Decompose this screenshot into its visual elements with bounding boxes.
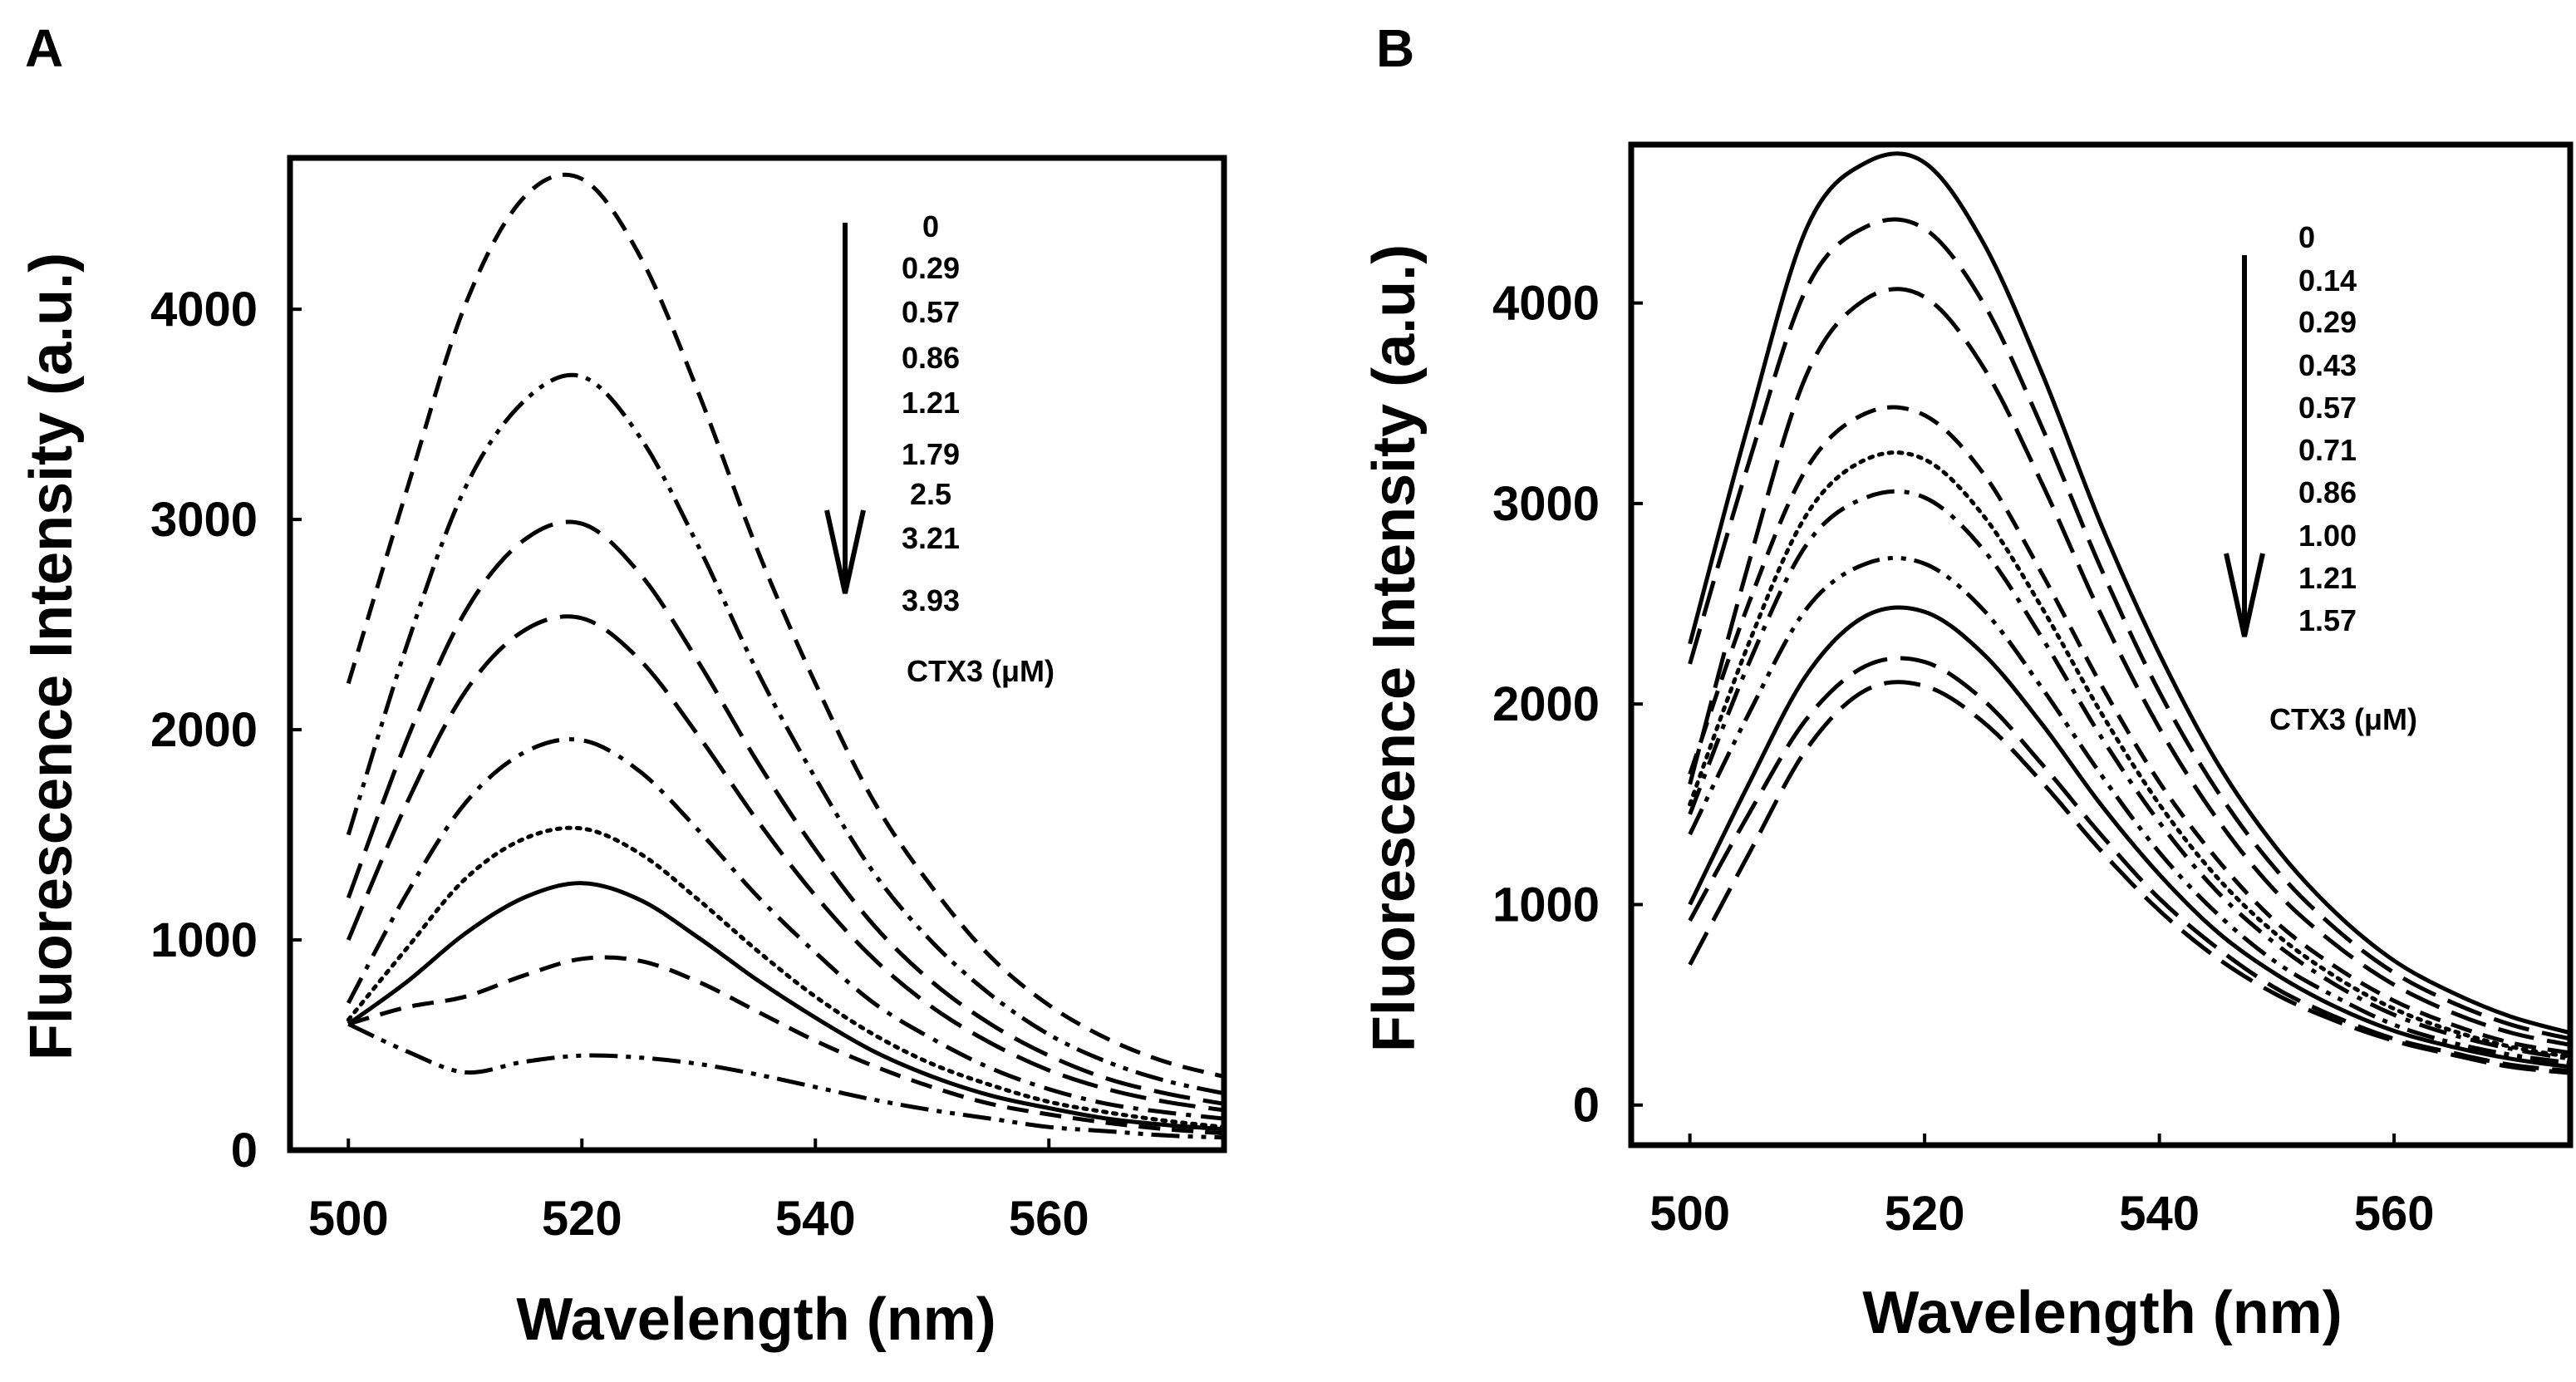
panel-b: B 500 520 540 560 0 1000 2000 3000 4000 Wavelength… [1361,18,2574,1346]
legend: 0 0.14 0.29 0.43 0.57 0.71 0.86 1.00 1.21 1.57 CTX… [2224,220,2417,736]
series-line-0.86 [346,614,1224,1113]
series-line-3.93 [347,1021,1224,1140]
legend-title: CTX3 (μM) [907,654,1054,688]
x-tick-label: 560 [2354,1187,2435,1241]
series-line-0.14 [1688,217,2570,1041]
legend-entry: 1.21 [902,386,960,420]
series-line-1.79 [346,825,1224,1129]
legend-entry: 3.21 [902,521,960,555]
x-axis-title: Wavelength (nm) [516,1286,995,1353]
legend: 0 0.29 0.57 0.86 1.21 1.79 2.5 3.21 3.93 CTX3 (μM… [824,209,1054,688]
plot-frame [287,155,1227,1153]
legend-entry: 0.71 [2298,433,2357,467]
series-line-0.57 [346,519,1224,1106]
series-line-0.86 [1688,556,2570,1065]
y-tick-label: 4000 [150,283,258,337]
legend-entry: 0.29 [2298,305,2357,339]
legend-title: CTX3 (μM) [2269,702,2417,736]
legend-entry: 1.21 [2298,561,2357,595]
legend-entry: 3.93 [902,583,960,617]
legend-entry: 0.57 [2298,391,2357,425]
series-line-1.21 [1688,656,2570,1074]
plot-frame [1628,141,2574,1148]
series-line-0.29 [1688,287,2570,1047]
x-tick-label: 520 [542,1192,622,1246]
x-tick-label: 500 [308,1192,389,1246]
y-tick-label: 3000 [150,493,258,547]
y-tick-label: 1000 [150,913,258,967]
series-group [1688,151,2570,1075]
legend-entry: 0.86 [2298,475,2357,509]
legend-entry: 0.57 [902,295,960,329]
series-line-0.71 [1688,489,2570,1061]
y-tick-label: 0 [1573,1079,1600,1133]
series-line-0.29 [346,372,1224,1096]
legend-entry: 0 [922,209,939,243]
legend-entry: 1.00 [2298,519,2357,553]
y-tick-label: 0 [231,1124,258,1178]
series-line-3.21 [347,955,1224,1136]
arrow-head-icon [824,509,866,594]
y-tick-label: 2000 [150,703,258,757]
legend-entry: 0 [2298,220,2315,254]
y-axis-title: Fluorescence Intensity (a.u.) [1361,244,1428,1052]
series-line-1.00 [1688,605,2570,1070]
series-line-0 [1688,151,2570,1035]
series-line-0.43 [1688,405,2570,1055]
series-line-2.5 [347,881,1224,1132]
series-line-0 [346,172,1224,1079]
y-tick-label: 1000 [1492,878,1600,932]
legend-entry: 1.57 [2298,603,2357,637]
y-tick-label: 4000 [1492,277,1600,331]
legend-entry: 2.5 [910,477,951,511]
legend-entry: 0.86 [902,341,960,375]
panel-a: A 500 520 540 560 0 1000 2000 3000 4000 Wavelength… [18,18,1227,1353]
x-axis-title: Wavelength (nm) [1862,1280,2342,1346]
x-tick-label: 540 [775,1192,856,1246]
panel-label: B [1376,18,1414,78]
series-line-0.57 [1688,450,2570,1060]
legend-entry: 0.14 [2298,263,2357,298]
series-group [346,172,1224,1140]
y-tick-label: 2000 [1492,677,1600,731]
panel-label: A [25,18,63,78]
x-tick-label: 560 [1009,1192,1089,1246]
legend-entry: 0.29 [902,251,960,285]
arrow-head-icon [2224,553,2265,637]
y-tick-label: 3000 [1492,477,1600,531]
x-tick-label: 520 [1885,1187,1965,1241]
legend-entry: 1.79 [902,437,960,471]
x-tick-label: 500 [1649,1187,1730,1241]
legend-entry: 0.43 [2298,348,2357,382]
x-tick-label: 540 [2119,1187,2200,1241]
series-line-1.21 [347,737,1224,1121]
series-line-1.57 [1688,680,2570,1075]
y-axis-title: Fluorescence Intensity (a.u.) [18,253,85,1060]
